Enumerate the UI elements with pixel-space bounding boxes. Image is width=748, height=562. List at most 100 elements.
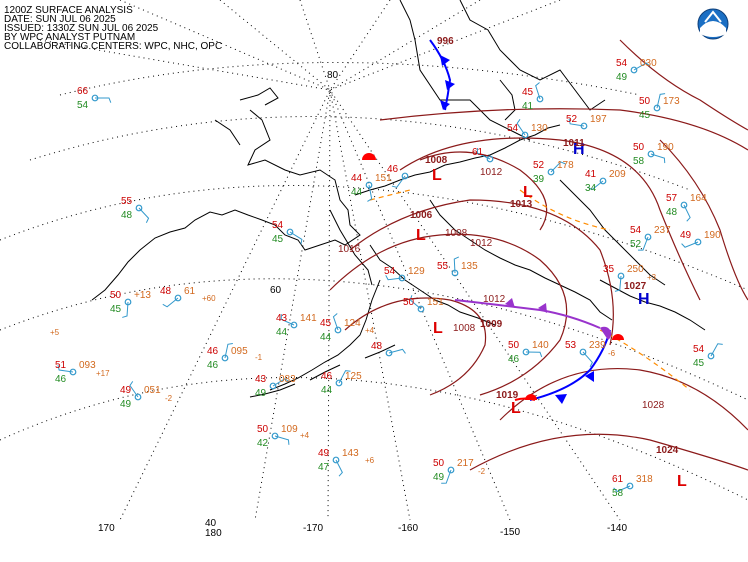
lon-label-180: 180 [205,528,222,539]
station-temperature: 45 [320,318,332,329]
station-dewpoint: 45 [272,234,284,245]
pressure-tendency: -1 [255,353,263,362]
station-temperature: 41 [585,169,597,180]
header-analyst: BY WPC ANALYST PUTNAM [4,32,135,43]
station-circle [271,432,279,440]
station-pressure: 125 [345,371,362,382]
header-issued: ISSUED: 1330Z SUN JUL 06 2025 [4,23,159,34]
station-pressure: 217 [457,458,474,469]
wind-barb [224,343,233,359]
station-pressure: 109 [281,424,298,435]
station-plot: 50 58 190 [633,142,674,167]
station-dewpoint: 44 [321,385,333,396]
station-pressure: 124 [344,318,361,329]
station-circle [447,466,455,474]
station-temperature: 61 [612,474,624,485]
station-circle [521,131,529,139]
station-circle [385,349,393,357]
wind-barb [332,313,339,331]
station-plot: 46 46 095 [207,343,248,371]
station-dewpoint: 58 [612,488,624,499]
station-temperature: 49 [680,230,692,241]
station-circle [174,294,182,302]
wind-barb [280,314,295,326]
station-circle [290,321,298,329]
station-plot: 54 52 237 [630,225,671,251]
pressure-tendency: +4 [365,326,375,335]
station-circle [694,238,702,246]
station-temperature: 43 [255,374,267,385]
wind-barb [582,351,593,368]
pressure-tendency: -2 [478,467,486,476]
low-center-value: 1006 [410,210,433,221]
station-plot: 50 46 140 [508,340,549,365]
high-center: H [573,141,585,158]
station-temperature: 52 [533,160,545,171]
station-temperature: 50 [433,458,445,469]
station-plot: 51 46 093 [55,360,96,385]
station-temperature: 57 [666,193,678,204]
wind-barb [681,241,699,248]
station-dewpoint: 41 [522,101,534,112]
station-plot: 50 151 [403,295,444,313]
station-temperature: 46 [207,346,219,357]
station-circle [335,379,343,387]
station-plot: 50 49 217 [433,458,474,484]
station-plot: 50 42 109 [257,424,298,449]
station-plot: 55 135 [437,256,478,277]
low-center: L [677,473,687,490]
station-plot: 45 44 124 [320,313,361,343]
station-pressure: 197 [590,114,607,125]
isobar-label: 1008 [445,228,468,239]
header-date: DATE: SUN JUL 06 2025 [4,14,116,25]
station-pressure: 151 [375,173,392,184]
station-plot: 41 34 209 [585,169,626,194]
low-center-value: 1019 [496,390,519,401]
station-plot: 46 [387,164,409,188]
pressure-tendency: +5 [50,328,60,337]
header-title: 1200Z SURFACE ANALYSIS [4,5,133,16]
wind-barb [613,485,631,493]
station-temperature: 55 [121,196,133,207]
isobar-label: 1012 [483,294,506,305]
wind-barb [453,256,460,274]
grid-labels: 80 60 40 170 180 -170 -160 -150 -140 [98,70,627,539]
station-dewpoint: 47 [318,462,330,473]
wind-barb [650,153,666,164]
station-plot: 61 58 318 [612,474,653,499]
station-plot: 48 [371,341,406,357]
station-dewpoint: 54 [77,100,89,111]
low-center: L [523,184,533,201]
wind-barb [388,348,406,354]
map-header: 1200Z SURFACE ANALYSIS DATE: SUN JUL 06 … [4,5,222,52]
wind-barb [138,207,150,223]
lon-label-m160: -160 [398,523,418,534]
station-pressure: 151 [427,297,444,308]
wind-barb [525,351,543,358]
pressure-tendency: +3 [647,273,657,282]
station-dewpoint: 48 [666,207,678,218]
isobar-label: 1016 [338,244,361,255]
station-dewpoint: 44 [320,332,332,343]
station-circle [417,305,425,313]
station-circle [269,382,277,390]
wind-barb [129,381,139,398]
station-dewpoint: 46 [207,360,219,371]
station-dewpoint: 39 [533,174,545,185]
wind-barb [391,175,406,188]
low-center: L [432,167,442,184]
station-temperature: 48 [371,341,383,352]
station-plot: 49 47 143 [318,448,359,477]
station-temperature: 44 [351,173,363,184]
wind-barb [409,295,422,310]
wind-barb [637,236,649,251]
station-temperature: 52 [566,114,578,125]
station-temperature: 51 [55,360,67,371]
station-pressure: 164 [690,193,707,204]
wind-barb [710,343,723,357]
wind-barb [633,62,651,71]
station-pressure: 143 [342,448,359,459]
station-plot: 35 250 [603,264,644,292]
